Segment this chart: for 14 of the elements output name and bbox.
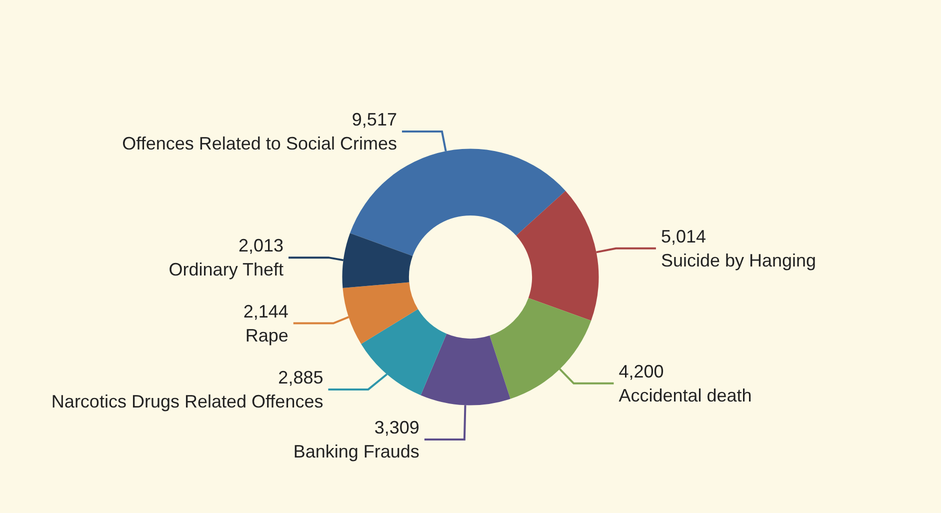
data-label: 2,013 xyxy=(238,236,284,256)
slice-label: Banking Frauds xyxy=(293,441,420,462)
slice-label: Suicide by Hanging xyxy=(660,250,816,270)
data-label: 2,885 xyxy=(278,367,324,388)
slice-label: Accidental death xyxy=(618,385,752,406)
slice-label: Offences Related to Social Crimes xyxy=(122,134,397,154)
data-label: 5,014 xyxy=(660,226,706,246)
data-label: 4,200 xyxy=(618,361,664,382)
data-label: 3,309 xyxy=(374,417,420,438)
slice-label: Ordinary Theft xyxy=(168,260,284,280)
data-label: 2,144 xyxy=(243,301,288,322)
data-label: 9,517 xyxy=(352,110,397,130)
slice-label: Rape xyxy=(245,325,288,346)
slice-label: Narcotics Drugs Related Offences xyxy=(51,391,324,412)
